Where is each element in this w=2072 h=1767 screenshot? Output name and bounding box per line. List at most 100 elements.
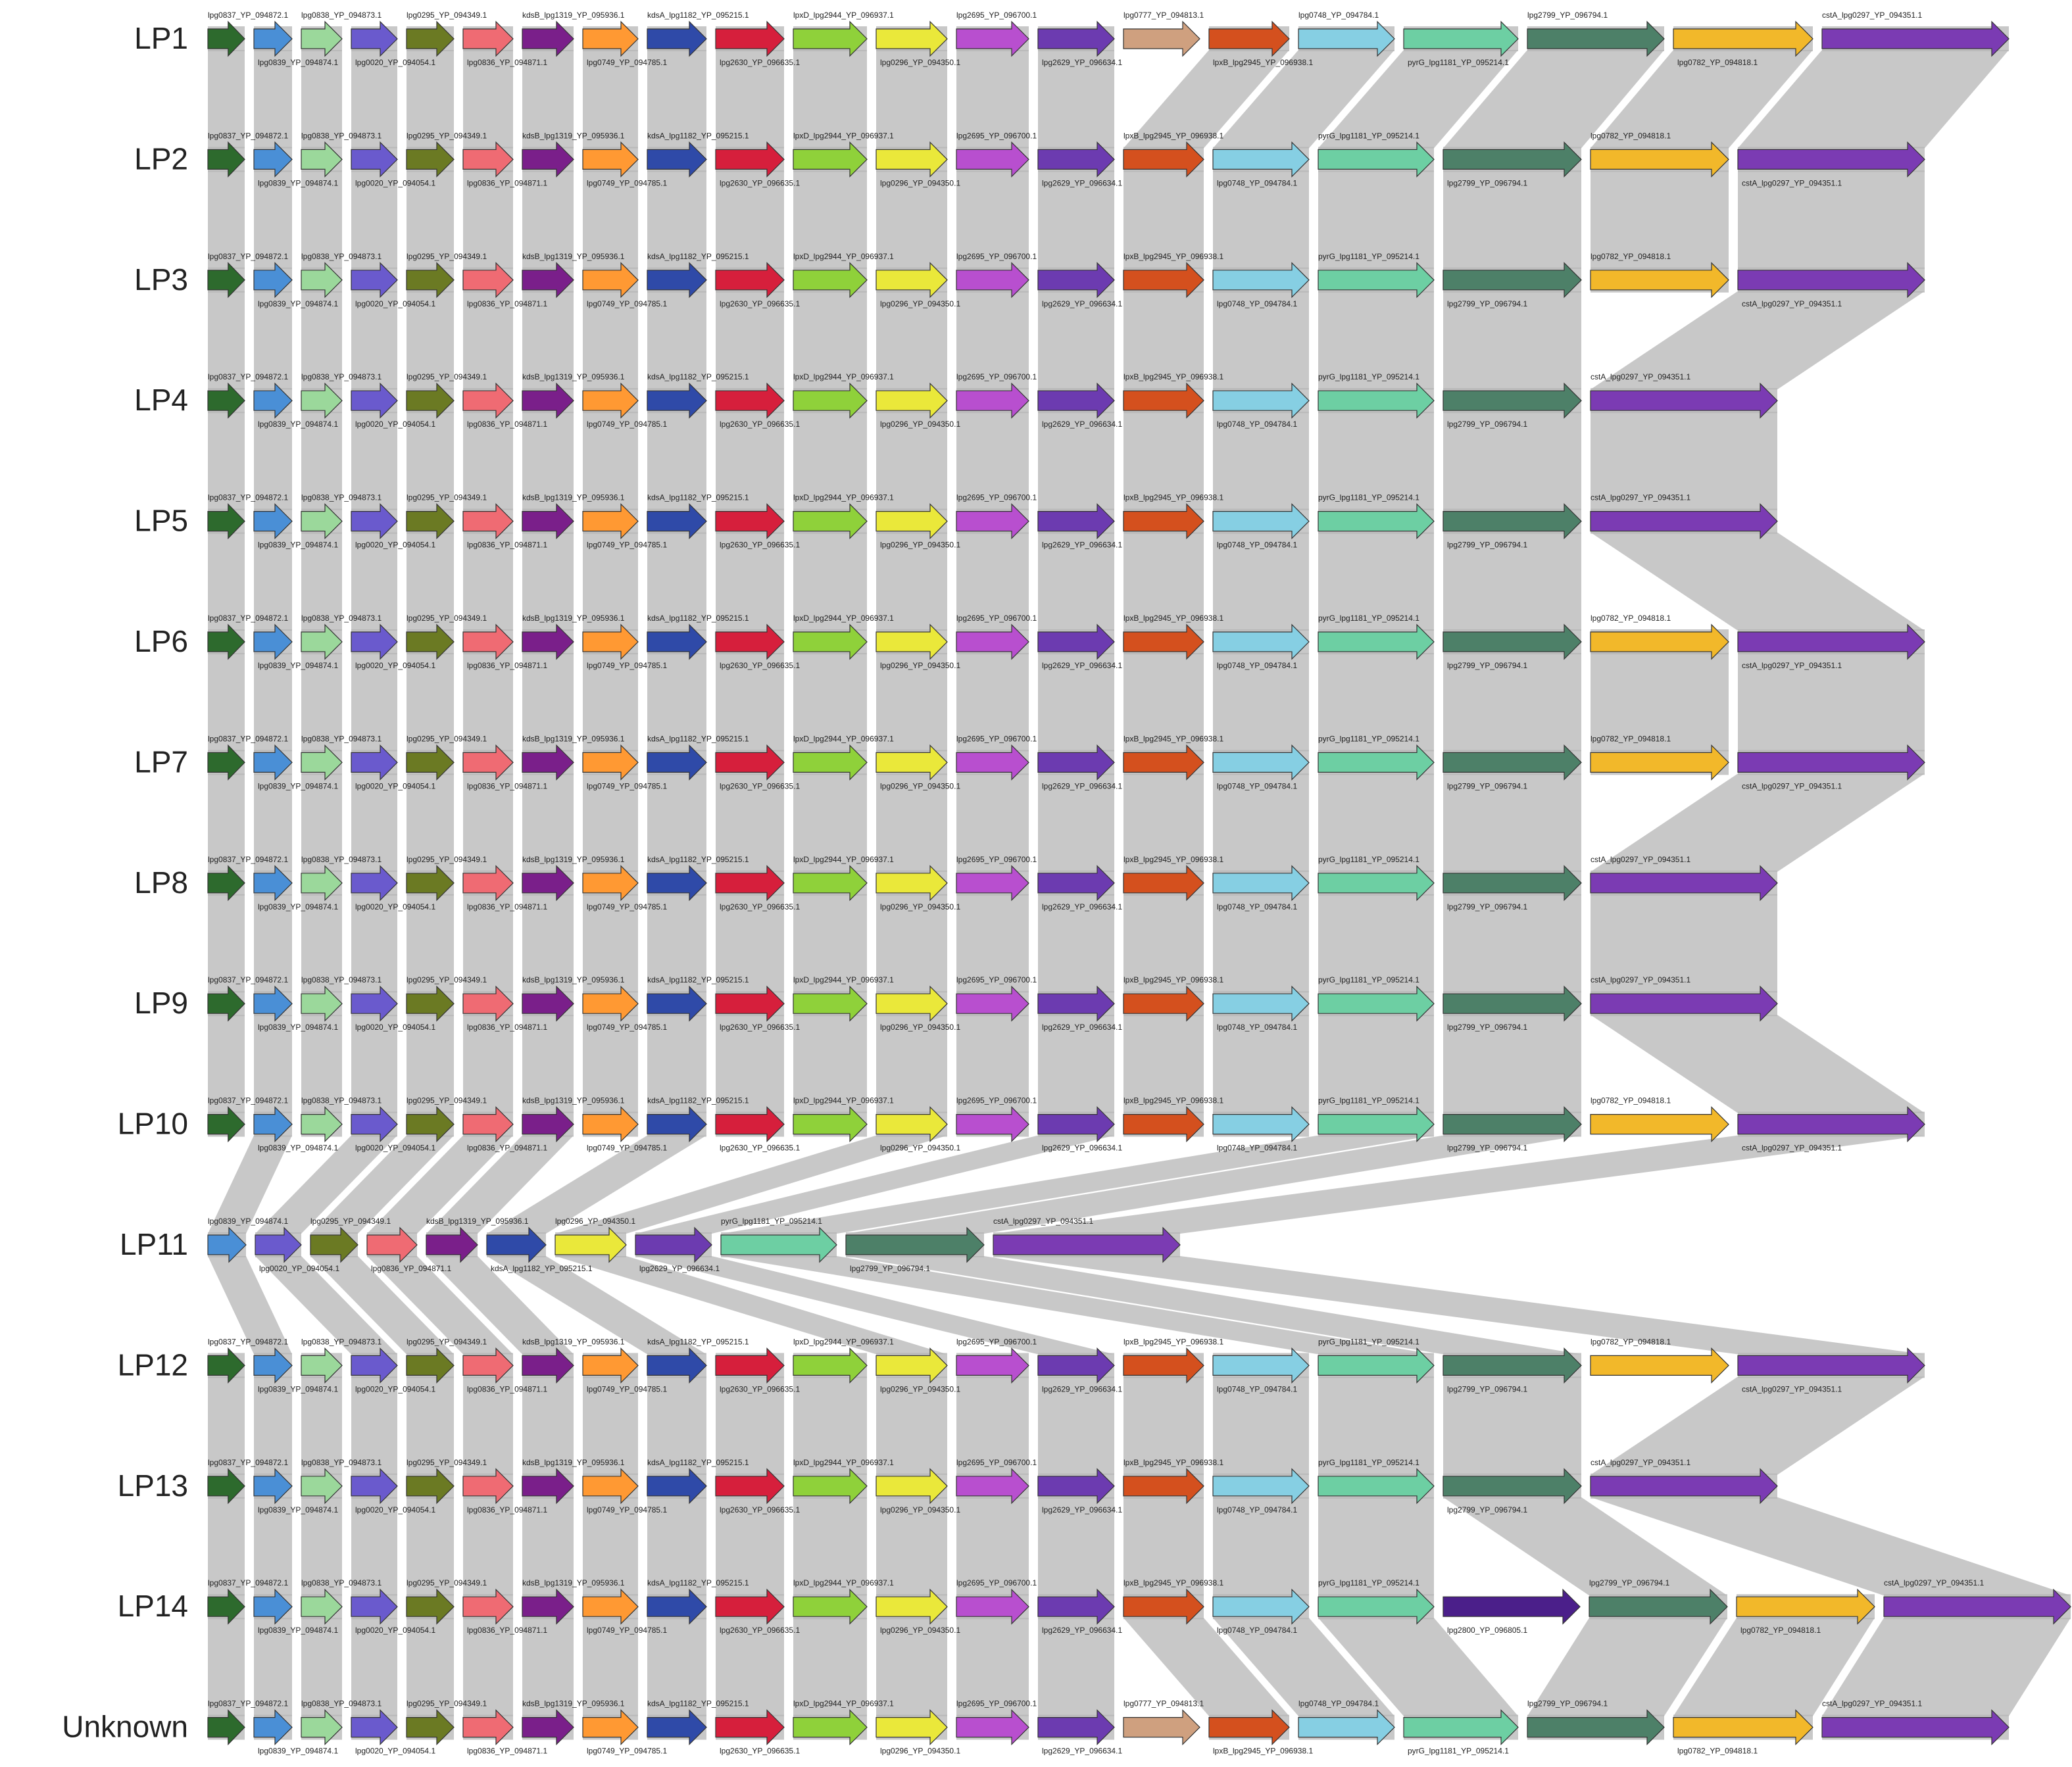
gene-arrow-lpg2629 [1037,503,1115,540]
homology-link-kdsA [487,1135,706,1234]
gene-label-cstA: cstA_lpg0297_YP_094351.1 [1591,372,1690,381]
gene-arrow-lpg0838 [301,382,343,419]
homology-link-lpg0839 [208,1256,292,1355]
gene-arrow-lpxD [793,20,868,57]
gene-label-lpg0020: lpg0020_YP_094054.1 [355,178,435,187]
homology-link-lpg2799 [1443,412,1581,510]
gene-arrow-lpg0296 [876,744,948,781]
gene-arrow-lpg0296 [876,1106,948,1143]
gene-arrow-lpg0838 [301,1588,343,1625]
homology-link-lpg0749 [583,894,638,993]
gene-label-pyrG: pyrG_lpg1181_YP_095214.1 [721,1217,822,1226]
homology-link-kdsB [522,894,574,993]
gene-arrow-lpg2630 [715,1709,785,1746]
homology-link-lpg0748 [1213,532,1309,631]
gene-arrow-lpg0295 [406,1709,455,1746]
gene-arrow-lpg0838 [301,1106,343,1143]
gene-arrow-kdsB [522,141,574,178]
gene-label-lpxB: lpxB_lpg2945_YP_096938.1 [1123,1578,1223,1587]
gene-label-lpg2630: lpg2630_YP_096635.1 [720,781,800,790]
homology-link-lpxD [793,50,867,149]
homology-link-pyrG [1318,653,1434,752]
gene-label-lpg0295: lpg0295_YP_094349.1 [407,1699,487,1708]
gene-label-lpg2630: lpg2630_YP_096635.1 [720,661,800,670]
homology-link-lpg0748 [1213,1015,1309,1113]
gene-label-lpg0296: lpg0296_YP_094350.1 [880,178,960,187]
gene-arrow-lpg0748 [1212,262,1310,299]
gene-arrow-lpg2799 [1443,1347,1582,1384]
gene-arrow-lpg0296 [555,1226,627,1263]
gene-label-lpg0748: lpg0748_YP_094784.1 [1298,11,1379,20]
homology-link-lpg0020 [351,1618,397,1716]
gene-label-lpg0782: lpg0782_YP_094818.1 [1677,1747,1758,1756]
gene-label-lpg2695: lpg2695_YP_096700.1 [956,1096,1037,1105]
gene-arrow-lpg0749 [582,262,639,299]
gene-label-lpg2630: lpg2630_YP_096635.1 [720,1747,800,1756]
gene-arrow-lpxB [1123,985,1204,1022]
gene-label-lpg0020: lpg0020_YP_094054.1 [355,661,435,670]
gene-label-lpg2629: lpg2629_YP_096634.1 [1042,1384,1122,1393]
homology-link-lpxD [793,291,867,390]
homology-link-lpg2629 [635,1256,1114,1355]
gene-arrow-lpg0020 [351,985,398,1022]
homology-link-pyrG [721,1256,1434,1355]
gene-label-lpg0836: lpg0836_YP_094871.1 [467,1384,547,1393]
gene-arrow-lpg0782 [1590,262,1729,299]
gene-arrow-lpxB [1123,865,1204,902]
homology-link-lpg0838 [301,170,342,269]
gene-arrow-lpg0838 [301,503,343,540]
homology-link-pyrG [1318,773,1434,872]
gene-arrow-lpg0749 [582,1106,639,1143]
gene-label-lpg0295: lpg0295_YP_094349.1 [310,1217,391,1226]
gene-arrow-lpg0837 [207,262,245,299]
homology-link-cstA [1738,170,1925,269]
homology-link-lpg0296 [876,1015,947,1113]
homology-link-lpg0020 [351,170,397,269]
gene-arrow-lpg0839 [253,985,293,1022]
homology-link-kdsA [647,291,706,390]
gene-label-lpxD: lpxD_lpg2944_YP_096937.1 [793,614,894,623]
track-lp4: LP4 lpg0837_YP_094872.1 lpg0839_YP_094874.… [134,372,1778,429]
gene-label-lpg0837: lpg0837_YP_094872.1 [208,1699,288,1708]
homology-link-lpg0836 [463,1015,513,1113]
gene-arrow-pyrG [1318,382,1435,419]
gene-arrow-lpg0749 [582,1588,639,1625]
gene-arrow-pyrG [1318,503,1435,540]
gene-arrow-lpg2799 [1443,623,1582,660]
homology-link-lpg0749 [583,412,638,510]
gene-label-pyrG: pyrG_lpg1181_YP_095214.1 [1318,614,1419,623]
gene-label-lpg0838: lpg0838_YP_094873.1 [301,855,382,864]
homology-link-lpg0296 [876,291,947,390]
track-lp14: LP14 lpg0837_YP_094872.1 lpg0839_YP_094874… [118,1578,2071,1635]
gene-arrow-lpxD [793,503,868,540]
homology-link-lpg0020 [351,412,397,510]
gene-label-lpxB: lpxB_lpg2945_YP_096938.1 [1123,1458,1223,1467]
gene-label-lpg0836: lpg0836_YP_094871.1 [467,1144,547,1153]
gene-arrow-lpg2799 [1443,503,1582,540]
gene-label-lpg0838: lpg0838_YP_094873.1 [301,734,382,743]
gene-label-lpg0839: lpg0839_YP_094874.1 [258,1023,338,1032]
homology-link-kdsA [647,1376,706,1475]
homology-link-lpg0838 [301,894,342,993]
homology-link-lpg0839 [254,170,292,269]
gene-arrow-lpg0020 [255,1226,302,1263]
gene-arrow-lpg2799 [1443,985,1582,1022]
gene-arrow-lpg0839 [253,1106,293,1143]
homology-link-lpg0748 [1213,1376,1309,1475]
gene-label-lpg0839: lpg0839_YP_094874.1 [258,902,338,911]
gene-arrow-pyrG [1318,1588,1435,1625]
gene-arrow-pyrG [1318,141,1435,178]
gene-label-lpg2629: lpg2629_YP_096634.1 [1042,661,1122,670]
gene-label-lpg0748: lpg0748_YP_094784.1 [1217,178,1297,187]
homology-link-lpg0837 [208,50,245,149]
gene-label-lpg0836: lpg0836_YP_094871.1 [467,781,547,790]
gene-label-lpxD: lpxD_lpg2944_YP_096937.1 [793,131,894,140]
track-label: LP1 [134,21,188,55]
homology-link-lpg2799 [1443,1376,1581,1475]
homology-link-lpxB [1123,50,1289,149]
gene-label-lpg0020: lpg0020_YP_094054.1 [259,1264,339,1273]
gene-arrow-cstA [1590,865,1778,902]
track-label: LP10 [118,1107,188,1141]
gene-label-lpg0837: lpg0837_YP_094872.1 [208,1096,288,1105]
homology-link-lpg2630 [716,1497,784,1596]
